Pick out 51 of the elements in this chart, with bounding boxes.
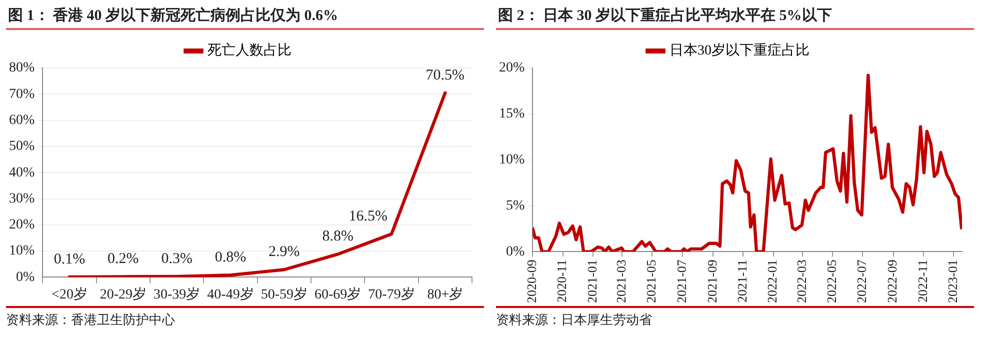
x-tick-label: 60-69岁 xyxy=(314,286,362,302)
data-label: 70.5% xyxy=(426,67,465,84)
x-tick-label: 50-59岁 xyxy=(260,286,308,302)
x-tick-label: 2021-11 xyxy=(734,260,750,303)
y-tick-label: 15% xyxy=(498,106,525,122)
text: 资料来源：日本厚生劳动省 xyxy=(496,311,653,329)
data-label: 0.3% xyxy=(161,250,192,267)
data-label: 0.8% xyxy=(214,250,246,266)
x-tick-label: 2022-07 xyxy=(854,259,870,304)
x-tick-label: 2020-11 xyxy=(554,260,570,303)
y-tick-label: 80% xyxy=(8,60,35,76)
y-tick-label: 20% xyxy=(498,60,525,76)
y-tick-label: 50% xyxy=(8,139,35,154)
y-tick-label: 70% xyxy=(8,86,35,102)
x-tick-label: 2021-09 xyxy=(704,260,720,304)
y-tick-label: 0% xyxy=(16,270,35,285)
x-tick-label: 2021-03 xyxy=(614,260,629,304)
y-tick-label: 20% xyxy=(8,218,35,233)
data-label: 0.2% xyxy=(108,251,139,268)
x-tick-label: 2021-01 xyxy=(584,260,600,304)
y-tick-label: 10% xyxy=(8,244,35,259)
x-tick-label: 70-79岁 xyxy=(368,286,415,302)
x-tick-label: <20岁 xyxy=(52,286,88,302)
x-tick-label: 20-29岁 xyxy=(100,286,146,302)
x-tick-label: 2022-01 xyxy=(764,260,780,304)
data-label: 2.9% xyxy=(268,244,300,260)
x-tick-label: 80+岁 xyxy=(427,286,464,302)
legend-label: 日本30岁以下重症占比 xyxy=(670,42,810,59)
x-tick-label: 2021-05 xyxy=(644,260,659,304)
x-tick-label: 2021-07 xyxy=(674,259,689,304)
legend-label: 死亡人数占比 xyxy=(208,42,292,59)
y-tick-label: 60% xyxy=(8,112,35,128)
x-tick-label: 2022-05 xyxy=(824,260,839,304)
y-tick-label: 0% xyxy=(506,244,525,260)
data-label: 16.5% xyxy=(348,208,388,224)
text: 资料来源：香港卫生防护中心 xyxy=(6,311,176,329)
x-tick-label: 2022-03 xyxy=(794,260,809,304)
x-tick-label: 2022-11 xyxy=(914,260,930,303)
x-tick-label: 40-49岁 xyxy=(207,286,254,302)
x-tick-label: 30-39岁 xyxy=(153,286,200,302)
x-tick-label: 2022-09 xyxy=(884,260,900,304)
data-label: 0.1% xyxy=(54,251,86,268)
y-tick-label: 10% xyxy=(498,152,525,168)
y-tick-label: 30% xyxy=(8,191,35,206)
data-label: 8.8% xyxy=(322,228,354,245)
y-tick-label: 40% xyxy=(8,165,35,180)
x-tick-label: 2020-09 xyxy=(524,260,540,304)
x-tick-label: 2023-01 xyxy=(945,260,960,304)
chart-title: 图 1： 香港 40 岁以下新冠死亡病例占比仅为 0.6% xyxy=(6,2,484,30)
chart-title: 图 2： 日本 30 岁以下重症占比平均水平在 5%以下 xyxy=(496,2,974,30)
y-tick-label: 5% xyxy=(506,198,525,214)
